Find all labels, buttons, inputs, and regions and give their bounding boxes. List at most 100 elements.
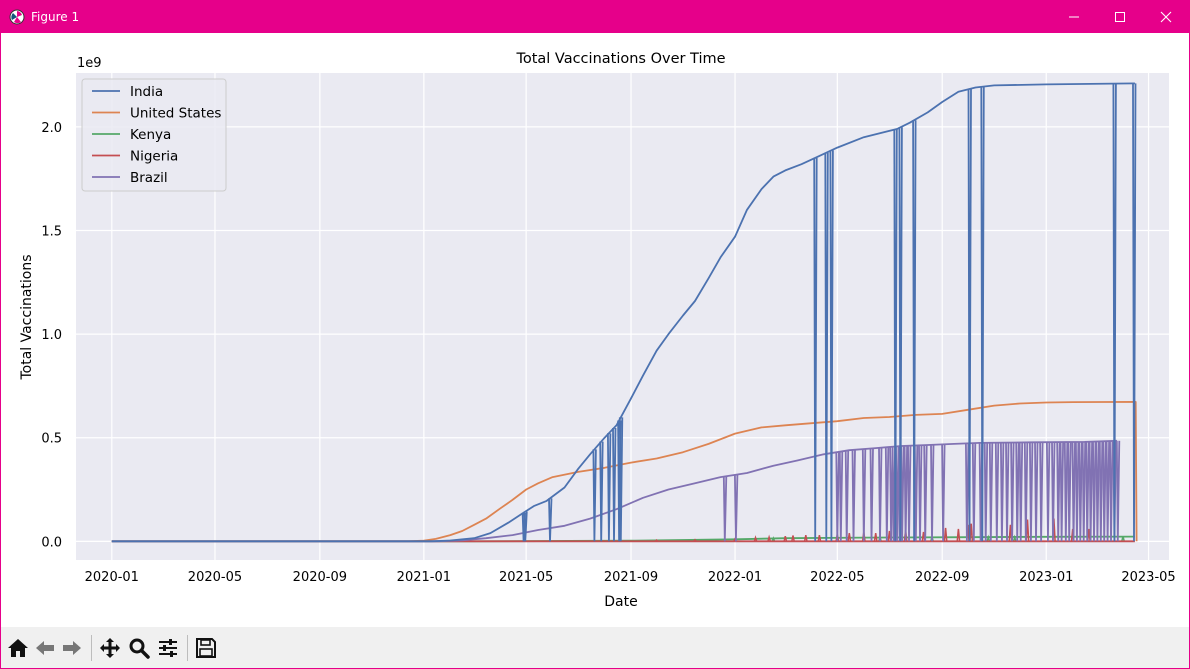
drop-to-zero-india (1132, 83, 1137, 542)
configure-subplots-icon (159, 639, 177, 657)
drop-to-zero-brazil (983, 442, 989, 542)
drop-to-zero-brazil (844, 450, 850, 542)
spike-nigeria (783, 536, 788, 542)
zoom-icon (129, 638, 150, 659)
drop-to-zero-brazil (1046, 442, 1051, 542)
y-tick-label: 0.5 (41, 432, 62, 447)
x-axis-label: Date (604, 594, 637, 610)
drop-to-zero-india (898, 127, 903, 542)
drop-to-zero-india (612, 427, 617, 542)
drop-to-zero-brazil (878, 447, 883, 542)
drop-to-zero-brazil (1015, 442, 1020, 542)
home-button[interactable] (6, 636, 30, 660)
drop-to-zero-brazil (1102, 441, 1107, 542)
drop-to-zero-brazil (1067, 441, 1072, 542)
spike-nigeria (873, 532, 878, 542)
back-button[interactable] (33, 636, 57, 660)
legend-label: United States (130, 106, 221, 122)
close-button[interactable] (1143, 1, 1189, 33)
drop-to-zero-brazil (994, 442, 1000, 542)
legend-box (81, 78, 227, 192)
drop-to-zero-brazil (1098, 441, 1104, 542)
maximize-button[interactable] (1097, 1, 1143, 33)
y-tick-label: 1.0 (41, 328, 62, 343)
x-tick-label: 2021-05 (499, 570, 553, 585)
drop-to-zero-brazil (941, 444, 946, 542)
x-tick-label: 2023-01 (1019, 570, 1073, 585)
drop-to-zero-brazil (903, 445, 908, 542)
window-title: Figure 1 (31, 10, 80, 24)
close-icon (1160, 11, 1172, 23)
drop-to-zero-brazil (1075, 441, 1080, 542)
drop-to-zero-brazil (1056, 442, 1061, 542)
spike-nigeria (943, 527, 948, 542)
x-tick-labels: 2020-01 2020-05 2020-09 2021-01 2021-05 2021-… (85, 570, 1176, 585)
minimize-button[interactable] (1051, 1, 1097, 33)
drop-to-zero-brazil (1109, 440, 1114, 542)
series-india (111, 82, 1137, 543)
drop-to-zero-brazil (884, 447, 890, 542)
drop-to-zero-brazil (1095, 441, 1100, 542)
minimize-icon (1069, 16, 1079, 18)
drop-to-zero-india (980, 86, 985, 542)
series-layer (111, 82, 1138, 543)
forward-icon (63, 641, 81, 655)
drop-to-zero-india (618, 417, 624, 542)
drop-to-zero-india (829, 150, 834, 542)
drop-to-zero-brazil (1081, 441, 1087, 542)
pan-icon (100, 638, 120, 658)
y-tick-label: 1.5 (41, 224, 62, 239)
drop-to-zero-brazil (838, 451, 844, 542)
title-bar[interactable]: Figure 1 (1, 1, 1189, 33)
drop-to-zero-brazil (734, 474, 739, 542)
y-tick-label: 0.0 (41, 535, 62, 550)
drop-to-zero-brazil (918, 445, 923, 542)
spike-nigeria (956, 528, 961, 542)
drop-to-zero-india (893, 129, 898, 542)
figure-canvas[interactable]: 2020-01 2020-05 2020-09 2021-01 2021-05 2021-… (1, 33, 1189, 627)
drop-to-zero-brazil (907, 445, 912, 542)
drop-to-zero-brazil (1039, 442, 1044, 542)
drop-to-zero-brazil (965, 443, 970, 542)
drop-to-zero-india (592, 449, 597, 542)
drop-to-zero-brazil (1092, 441, 1097, 542)
drop-to-zero-brazil (1029, 442, 1034, 542)
drop-to-zero-india (967, 88, 972, 542)
zoom-button[interactable] (127, 636, 151, 660)
drop-to-zero-brazil (1000, 442, 1005, 542)
spike-nigeria (847, 532, 852, 542)
series-brazil (111, 439, 1121, 543)
drop-to-zero-brazil (851, 449, 856, 542)
drop-to-zero-brazil (1051, 442, 1056, 542)
x-tick-label: 2020-05 (188, 570, 242, 585)
forward-button[interactable] (60, 636, 84, 660)
drop-to-zero-brazil (1034, 442, 1039, 542)
drop-to-zero-brazil (1088, 441, 1093, 542)
drop-to-zero-india (824, 152, 829, 542)
drop-to-zero-brazil (869, 448, 874, 542)
configure-subplots-button[interactable] (156, 636, 180, 660)
navigation-toolbar (1, 627, 1189, 668)
spike-kenya (986, 534, 991, 542)
drop-to-zero-brazil (1018, 442, 1024, 542)
spike-nigeria (817, 534, 822, 542)
drop-to-zero-brazil (923, 445, 928, 542)
x-tick-label: 2022-01 (708, 570, 762, 585)
drop-to-zero-india (548, 498, 553, 542)
x-tick-label: 2022-09 (915, 570, 969, 585)
drop-to-zero-brazil (1078, 441, 1083, 542)
save-button[interactable] (194, 636, 218, 660)
drop-to-zero-india (813, 157, 818, 542)
save-icon (196, 638, 216, 658)
drop-to-zero-india (1112, 83, 1117, 542)
x-tick-label: 2023-05 (1121, 570, 1175, 585)
drop-to-zero-india (912, 120, 917, 542)
drop-to-zero-india (523, 511, 528, 542)
drop-to-zero-brazil (1105, 441, 1110, 542)
pan-button[interactable] (98, 636, 122, 660)
line-chart: 2020-01 2020-05 2020-09 2021-01 2021-05 2021-… (19, 51, 1176, 610)
plot-area (76, 73, 1169, 560)
chart-title: Total Vaccinations Over Time (515, 51, 725, 67)
drop-to-zero-brazil (1085, 441, 1090, 542)
series-united-states (111, 401, 1138, 543)
